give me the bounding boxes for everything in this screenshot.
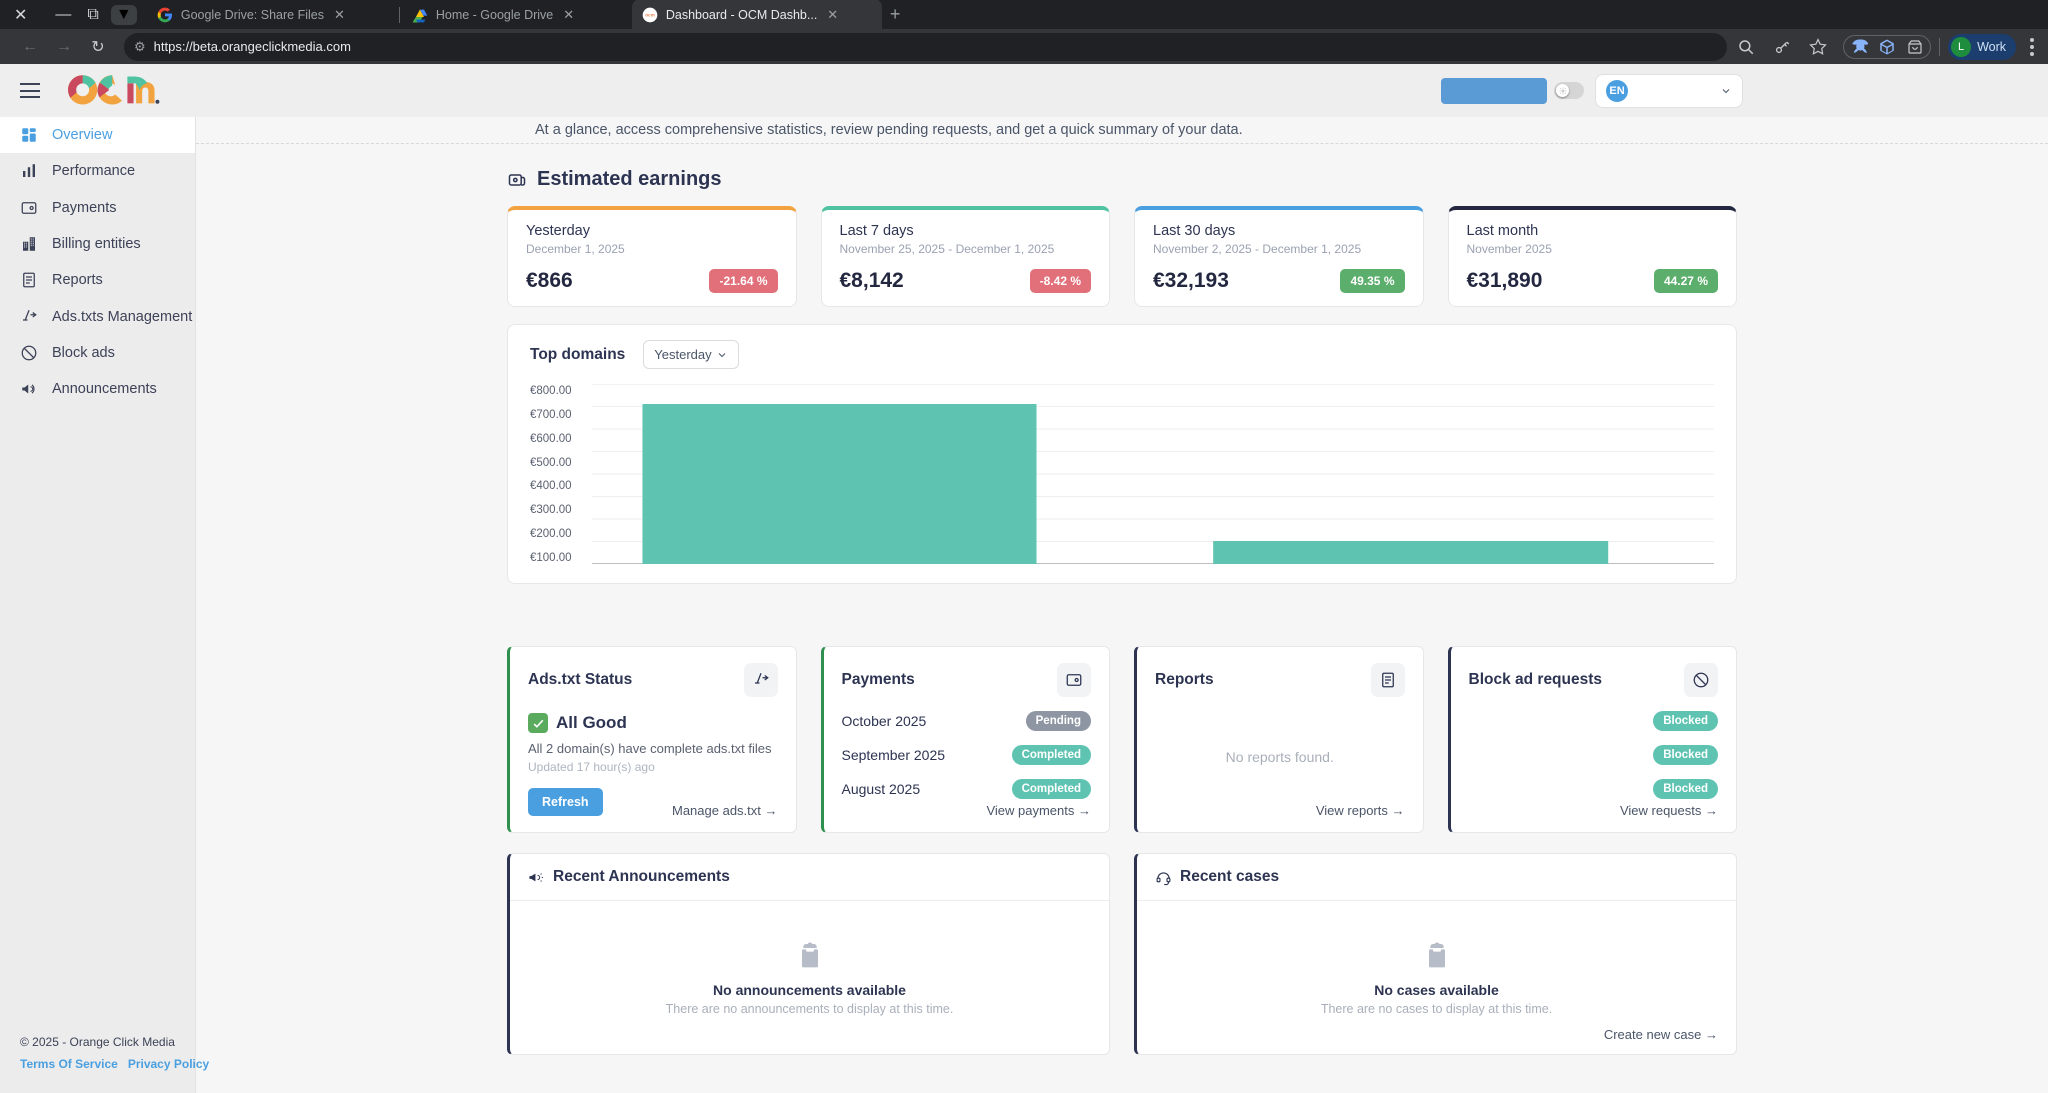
svg-text:ocm: ocm	[645, 12, 655, 17]
